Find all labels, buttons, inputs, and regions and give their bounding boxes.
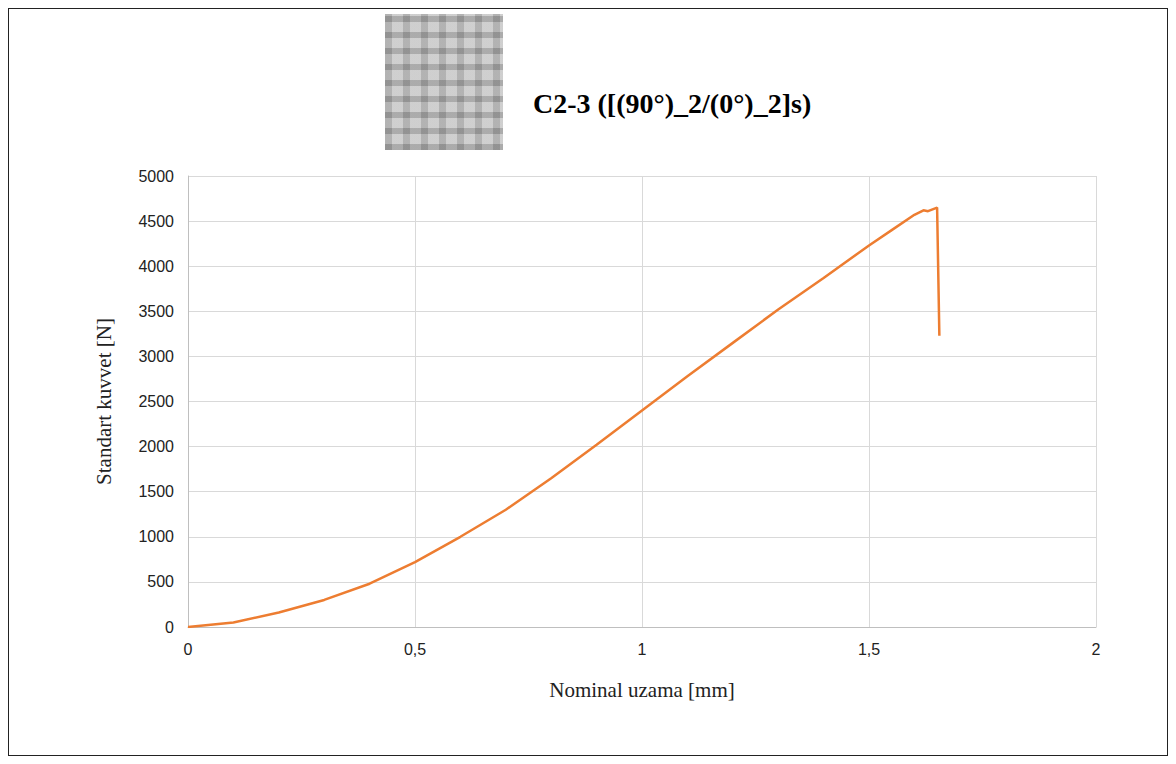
svg-text:5000: 5000: [138, 168, 174, 185]
svg-text:2500: 2500: [138, 393, 174, 410]
svg-text:Standart kuvvet [N]: Standart kuvvet [N]: [92, 318, 116, 485]
svg-text:3000: 3000: [138, 348, 174, 365]
svg-text:1: 1: [638, 641, 647, 658]
svg-text:2000: 2000: [138, 438, 174, 455]
svg-text:2: 2: [1092, 641, 1101, 658]
svg-text:Nominal uzama [mm]: Nominal uzama [mm]: [549, 678, 734, 702]
svg-text:4000: 4000: [138, 258, 174, 275]
svg-text:C2-3 ([(90°)_2/(0°)_2]s): C2-3 ([(90°)_2/(0°)_2]s): [533, 88, 811, 119]
svg-text:1500: 1500: [138, 483, 174, 500]
svg-text:500: 500: [147, 573, 174, 590]
svg-text:1,5: 1,5: [858, 641, 880, 658]
svg-text:1000: 1000: [138, 528, 174, 545]
svg-text:0: 0: [184, 641, 193, 658]
svg-text:0: 0: [165, 619, 174, 636]
svg-text:0,5: 0,5: [404, 641, 426, 658]
svg-text:4500: 4500: [138, 213, 174, 230]
svg-text:3500: 3500: [138, 303, 174, 320]
